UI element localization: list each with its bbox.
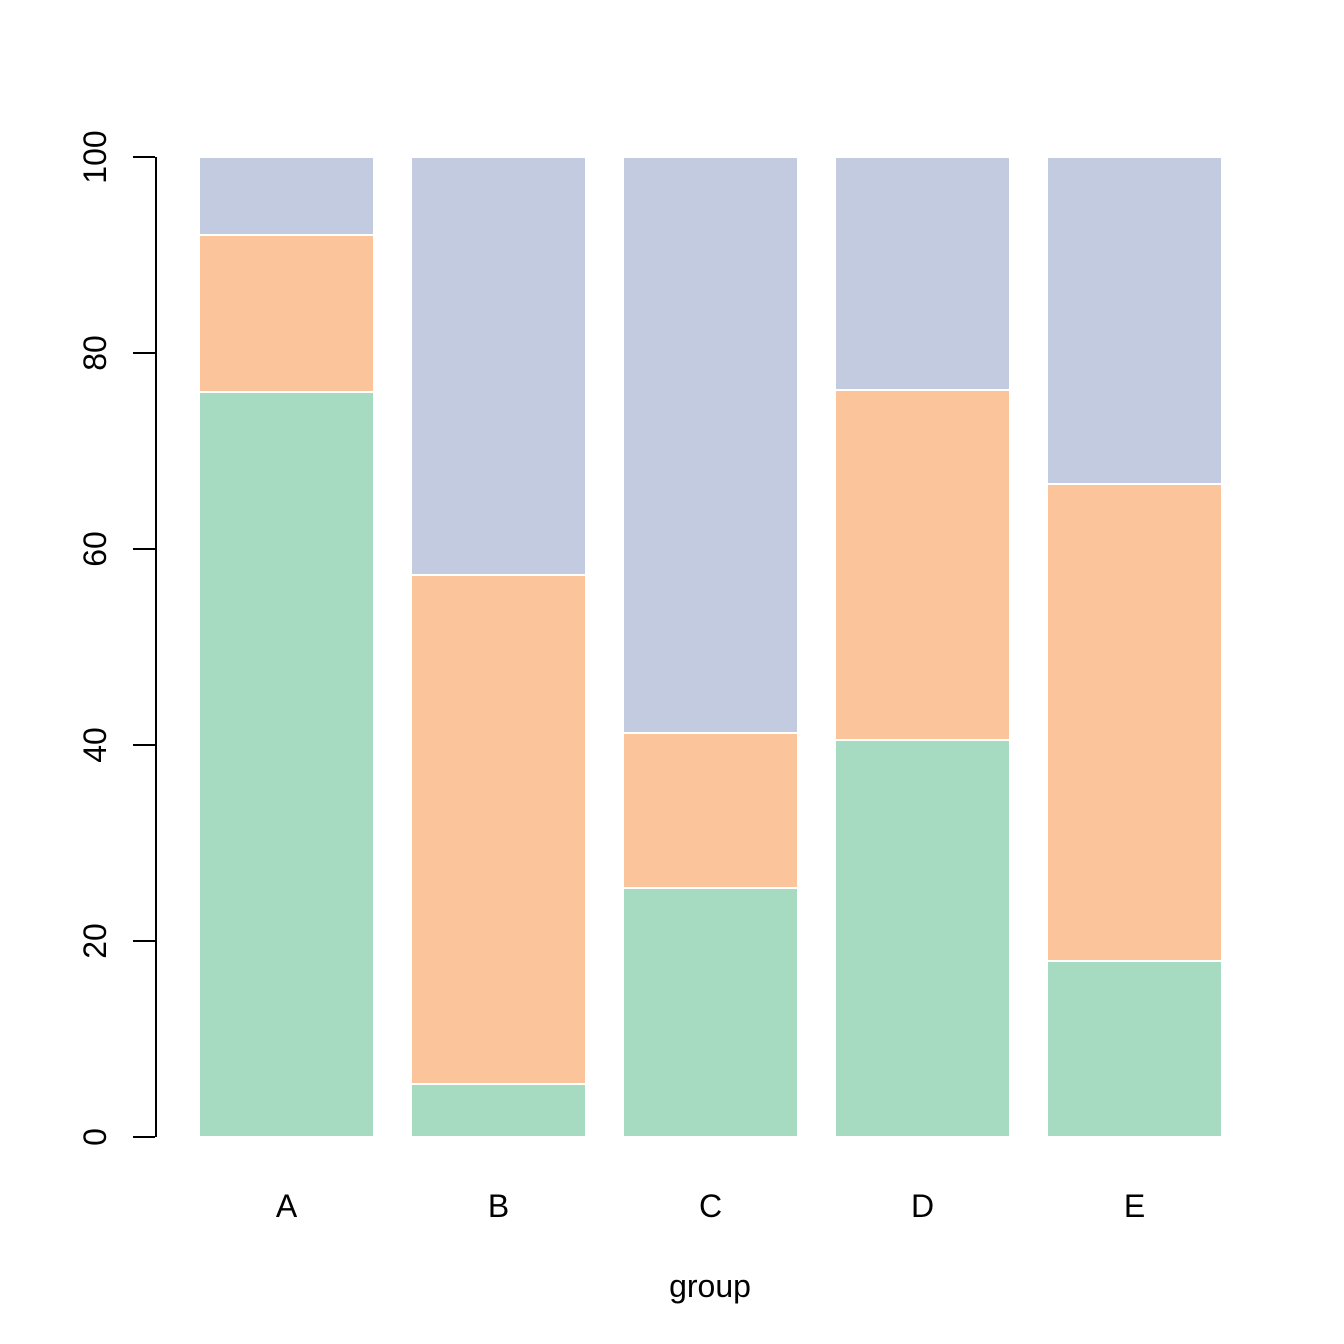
bar-E-top-blue-segment: [1047, 157, 1222, 485]
y-tick-mark: [133, 940, 155, 942]
y-tick-mark: [133, 744, 155, 746]
x-category-label-C: C: [698, 1188, 723, 1224]
bar-D-bottom-green-segment: [835, 740, 1010, 1137]
x-axis-title: group: [669, 1268, 751, 1304]
bar-D-top-blue-segment: [835, 157, 1010, 391]
y-tick-label: 0: [77, 1128, 113, 1146]
bar-C-bottom-green-segment: [623, 888, 798, 1137]
x-category-label-E: E: [1123, 1188, 1146, 1224]
bar-E-middle-orange-segment: [1047, 484, 1222, 961]
x-category-label-D: D: [910, 1188, 935, 1224]
bar-A-middle-orange-segment: [199, 235, 374, 393]
bar-A-bottom-green-segment: [199, 392, 374, 1137]
bar-B-middle-orange-segment: [411, 575, 586, 1085]
bar-C-top-blue-segment: [623, 157, 798, 734]
x-category-label-A: A: [275, 1188, 298, 1224]
y-tick-label: 40: [77, 727, 113, 763]
bar-A-top-blue-segment: [199, 157, 374, 236]
y-tick-mark: [133, 1136, 155, 1138]
bar-B-bottom-green-segment: [411, 1084, 586, 1137]
x-category-label-B: B: [487, 1188, 510, 1224]
bar-E-bottom-green-segment: [1047, 960, 1222, 1137]
y-tick-label: 80: [77, 335, 113, 371]
bar-D-middle-orange-segment: [835, 390, 1010, 741]
y-axis-line: [155, 157, 157, 1137]
y-tick-label: 100: [77, 130, 113, 184]
y-tick-mark: [133, 548, 155, 550]
bar-B-top-blue-segment: [411, 157, 586, 576]
y-tick-label: 20: [77, 923, 113, 959]
y-tick-mark: [133, 352, 155, 354]
bar-C-middle-orange-segment: [623, 733, 798, 889]
y-tick-mark: [133, 156, 155, 158]
y-tick-label: 60: [77, 531, 113, 567]
